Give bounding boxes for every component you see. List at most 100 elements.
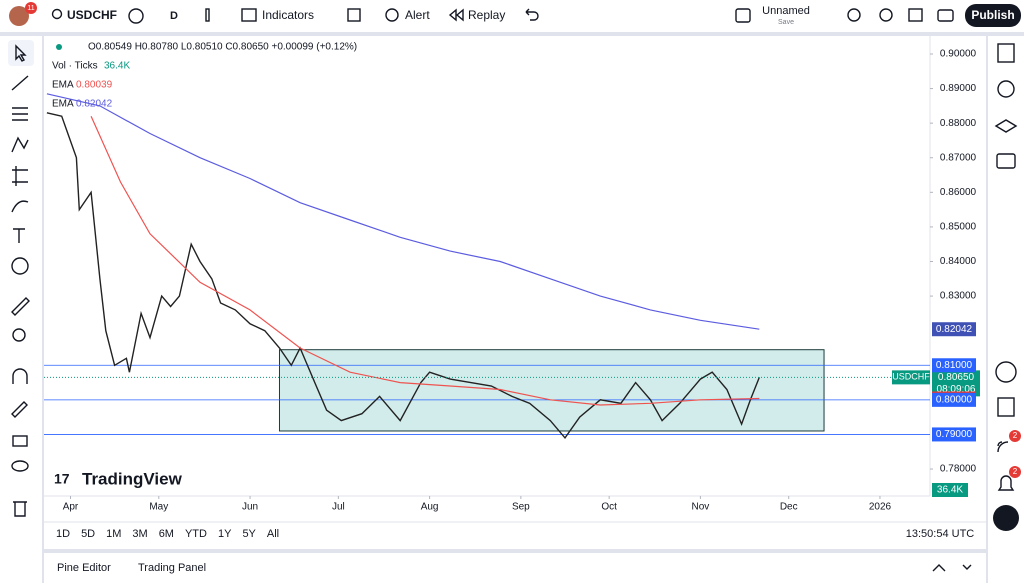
fullscreen[interactable] <box>908 8 923 22</box>
screenshot[interactable] <box>937 9 954 22</box>
delete-tool[interactable] <box>13 501 27 517</box>
settings[interactable] <box>879 8 893 22</box>
layouts-icon[interactable] <box>347 8 361 22</box>
symbol[interactable]: USDCHF <box>67 8 117 22</box>
chart-pane <box>44 36 986 549</box>
replay-icon <box>448 8 464 22</box>
countdown: 08:09:06 <box>937 384 976 395</box>
y-tick-label: 0.88000 <box>940 118 977 129</box>
right-toolbar <box>988 36 1024 583</box>
price-line <box>46 93 760 330</box>
y-tick-label: 0.84000 <box>940 256 977 267</box>
search-quick[interactable] <box>847 8 861 22</box>
price-tag-bg <box>932 358 976 373</box>
trend-tool[interactable] <box>11 75 29 91</box>
add-symbol[interactable] <box>128 8 144 24</box>
bottom-tab[interactable]: Pine Editor <box>57 562 111 574</box>
replay-button[interactable]: Replay <box>468 8 505 22</box>
range-box[interactable] <box>278 349 825 432</box>
price-tag: 0.79000 <box>936 429 973 440</box>
chart-type-icon[interactable] <box>205 8 210 22</box>
time-range[interactable]: 1M <box>106 528 121 540</box>
calendar[interactable] <box>997 397 1015 417</box>
notifications[interactable] <box>997 475 1015 491</box>
fib-tool[interactable] <box>12 107 28 121</box>
bottom-tab[interactable]: Trading Panel <box>138 562 206 574</box>
lock-tool[interactable] <box>12 435 28 447</box>
interval[interactable]: D <box>170 10 178 22</box>
layout-name[interactable]: Unnamed <box>762 5 810 17</box>
clock: 13:50:54 UTC <box>906 528 975 540</box>
price-tag-bg <box>932 322 976 337</box>
time-range[interactable]: 5Y <box>242 528 256 540</box>
cursor-tool[interactable] <box>15 44 27 62</box>
indicators-button[interactable]: Indicators <box>262 8 314 22</box>
avatar-badge-bg <box>25 2 37 14</box>
watchlist[interactable] <box>997 43 1015 63</box>
magnet-tool[interactable] <box>12 368 28 384</box>
alert-icon <box>385 8 399 22</box>
price-line <box>46 112 760 440</box>
apps-button[interactable] <box>993 505 1019 531</box>
ema-label: EMA <box>52 99 74 110</box>
layers[interactable] <box>994 119 1018 133</box>
save-label[interactable]: Save <box>778 19 794 26</box>
cursor-tool-bg[interactable] <box>8 40 34 66</box>
text-tool[interactable] <box>13 228 25 243</box>
volume-tag-bg <box>932 483 968 497</box>
x-tick-label: May <box>149 502 168 513</box>
x-tick-label: Apr <box>63 502 79 513</box>
panel-controls[interactable] <box>932 564 972 572</box>
symbol-tag-bg <box>892 370 930 385</box>
alert-button[interactable]: Alert <box>405 8 430 22</box>
y-tick-label: 0.89000 <box>940 83 977 94</box>
x-tick-label: Oct <box>601 502 617 513</box>
watermark: TradingView <box>82 469 183 488</box>
pattern-tool[interactable] <box>11 136 29 153</box>
x-tick-label: 2026 <box>869 502 892 513</box>
ema-value: 0.80039 <box>76 80 113 91</box>
badge-bg <box>1009 466 1021 478</box>
x-tick-label: Dec <box>780 502 798 513</box>
top-toolbar <box>0 0 1024 32</box>
chats[interactable] <box>996 153 1016 169</box>
price-tag-bg <box>932 427 976 442</box>
brush-tool[interactable] <box>11 200 29 213</box>
hotlists[interactable] <box>995 361 1017 383</box>
time-range[interactable]: 1Y <box>218 528 232 540</box>
time-range[interactable]: 1D <box>56 528 70 540</box>
time-range[interactable]: YTD <box>185 528 207 540</box>
time-range[interactable]: All <box>267 528 279 540</box>
publish-bg[interactable] <box>965 4 1021 27</box>
plot <box>44 93 930 440</box>
x-tick-label: Aug <box>421 502 439 513</box>
x-tick-label: Sep <box>512 502 530 513</box>
right-tools <box>994 43 1018 491</box>
alerts-panel[interactable] <box>997 80 1015 98</box>
avatar-badge: 11 <box>27 5 34 12</box>
bottom-panel <box>44 553 986 583</box>
price-tag: 0.82042 <box>936 324 973 335</box>
time-range[interactable]: 3M <box>132 528 147 540</box>
indicators-icon <box>241 8 257 22</box>
forecast-tool[interactable] <box>12 166 28 186</box>
zoom-tool[interactable] <box>12 328 26 342</box>
time-range[interactable]: 6M <box>159 528 174 540</box>
avatar[interactable] <box>9 6 29 26</box>
volume-label: Vol · Ticks <box>52 61 98 72</box>
price-line <box>90 115 760 406</box>
undo[interactable] <box>525 8 539 21</box>
icon-tool[interactable] <box>11 257 29 275</box>
time-range[interactable]: 5D <box>81 528 95 540</box>
y-tick-label: 0.90000 <box>940 49 977 60</box>
watermark-logo: 17 <box>54 471 70 487</box>
streams[interactable] <box>997 441 1009 453</box>
publish-button[interactable]: Publish <box>971 8 1014 22</box>
y-tick-label: 0.85000 <box>940 222 977 233</box>
ruler-tool[interactable] <box>11 297 30 316</box>
x-tick-label: Nov <box>692 502 710 513</box>
y-tick-label: 0.86000 <box>940 187 977 198</box>
hide-tool[interactable] <box>11 460 29 472</box>
lock-draw-tool[interactable] <box>11 401 28 418</box>
